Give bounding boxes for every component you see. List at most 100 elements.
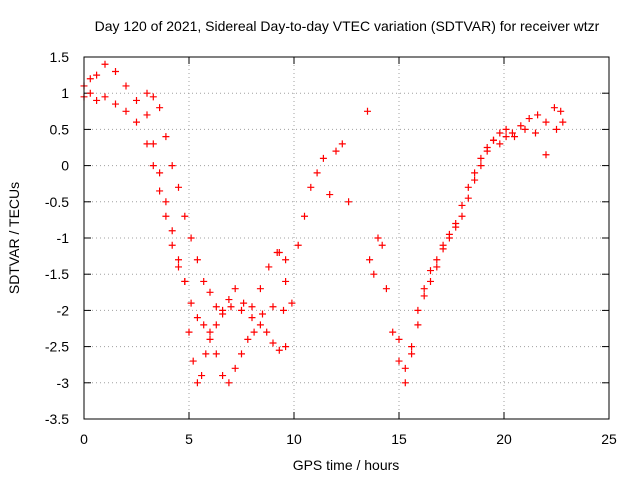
series-track-b [80,89,287,387]
y-tick-labels: 1.5 1 0.5 0 -0.5 -1 -1.5 -2 -2.5 -3 -3.5 [45,49,69,427]
data-point [395,335,403,343]
data-point [198,372,206,380]
data-point [326,191,334,199]
data-point [414,321,422,329]
data-point [112,100,119,108]
data-point [185,328,193,336]
data-point [275,248,283,256]
data-point [378,241,386,249]
data-point [193,314,201,322]
data-point [439,241,447,249]
data-point [301,212,308,220]
data-point [313,169,321,177]
data-point [149,93,157,101]
data-point [149,140,157,148]
series-track-c [143,89,290,318]
data-point [101,93,109,101]
data-point [175,263,182,271]
data-point [420,285,428,293]
data-point [187,234,195,242]
data-point [433,263,441,271]
data-point [521,125,529,133]
data-point [408,350,416,358]
data-point [225,296,233,304]
data-point [464,194,472,202]
data-point [162,198,170,206]
data-point [559,118,567,126]
y-tick-label: 1.5 [50,49,70,65]
data-point [168,162,176,170]
data-point [250,328,258,336]
y-tick-label: -2 [57,302,70,318]
data-point [162,133,170,141]
data-point [370,270,378,278]
data-point [294,241,302,249]
data-point [86,75,94,83]
data-point [496,129,504,137]
data-point [458,212,466,220]
data-point [212,350,220,358]
data-point [189,357,197,365]
data-point [256,321,264,329]
data-point [181,277,189,285]
data-point [338,140,346,148]
data-point [401,379,409,387]
data-point [175,256,182,264]
data-point [458,201,466,209]
data-point [168,241,176,249]
plot-frame [83,56,610,420]
data-point [212,303,220,311]
data-point [193,256,201,264]
data-point [112,67,119,75]
y-tick-label: -3 [57,375,70,391]
data-point [193,379,201,387]
data-point [238,306,245,314]
data-point [212,321,220,329]
series-track-f [395,118,567,372]
data-point [256,285,264,293]
data-point [395,357,403,365]
y-tick-label: -1.5 [45,266,69,282]
data-point [86,89,94,97]
data-point [490,136,497,144]
data-point [477,162,485,170]
data-point [483,144,491,151]
data-point [420,292,428,300]
data-point [187,299,195,307]
data-point [219,372,227,380]
data-point [175,183,182,191]
axis-ticks [83,56,610,420]
data-point [206,288,214,296]
y-tick-label: -3.5 [45,411,69,427]
data-point [231,285,239,293]
y-tick-label: 0.5 [50,121,70,137]
data-point [282,277,290,285]
data-point [181,212,189,220]
x-tick-label: 10 [286,431,302,447]
data-point [206,335,214,343]
data-point [149,162,157,170]
data-point [471,176,479,184]
data-point [401,364,409,372]
y-tick-label: -1 [57,230,70,246]
data-point [269,303,277,311]
x-tick-label: 20 [496,431,512,447]
data-point [517,122,525,130]
data-point [477,154,485,162]
x-tick-label: 25 [601,431,617,447]
data-point [427,267,434,275]
data-point [219,310,227,318]
data-point [282,256,290,264]
data-point [382,285,390,293]
data-point [93,96,101,104]
data-point [93,71,101,79]
data-points [80,60,567,387]
data-point [168,227,176,235]
y-tick-label: 1 [61,85,69,101]
data-point [231,364,239,372]
data-point [202,350,210,358]
data-point [156,187,164,195]
data-point [471,169,479,177]
data-point [200,277,208,285]
